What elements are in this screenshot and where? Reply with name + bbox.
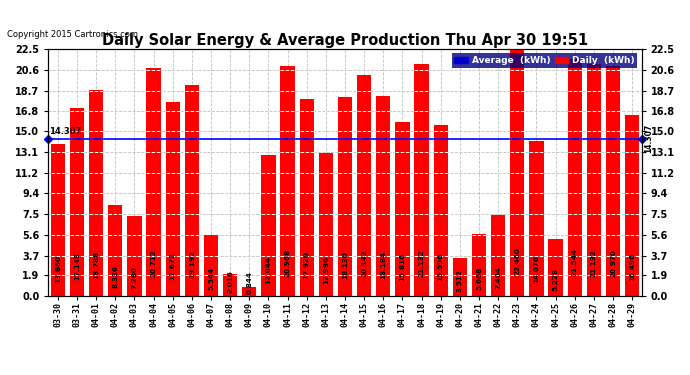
Bar [146,68,161,296]
Text: 5.668: 5.668 [476,267,482,290]
Bar [357,75,371,296]
Text: 15.816: 15.816 [400,253,406,281]
Bar [376,96,391,296]
Bar [625,115,640,296]
Text: 21.544: 21.544 [572,248,578,276]
Bar [510,49,524,296]
Text: 13.860: 13.860 [55,255,61,283]
Text: 17.920: 17.920 [304,252,310,279]
Text: 18.130: 18.130 [342,251,348,279]
Text: 20.970: 20.970 [610,249,616,277]
Text: 14.307: 14.307 [49,127,81,136]
Bar [395,122,410,296]
Text: 14.076: 14.076 [533,255,540,283]
Bar [89,90,104,296]
Text: 14.307: 14.307 [644,124,653,153]
Bar [262,155,275,296]
Bar [185,85,199,296]
Text: Copyright 2015 Cartronics.com: Copyright 2015 Cartronics.com [7,30,138,39]
Text: 2.016: 2.016 [227,270,233,293]
Title: Daily Solar Energy & Average Production Thu Apr 30 19:51: Daily Solar Energy & Average Production … [102,33,588,48]
Bar [127,216,141,296]
Text: 5.544: 5.544 [208,267,214,290]
Text: 17.148: 17.148 [74,252,80,280]
Text: 3.512: 3.512 [457,269,463,292]
Bar [338,97,352,296]
Text: 20.968: 20.968 [284,249,290,277]
Text: 12.996: 12.996 [323,256,329,284]
Bar [319,153,333,296]
Text: 16.496: 16.496 [629,252,635,280]
Bar [433,125,448,296]
Text: 12.844: 12.844 [266,256,271,284]
Bar [549,239,563,296]
Bar [586,64,601,296]
Bar [50,144,65,296]
Bar [453,258,467,296]
Bar [568,59,582,296]
Text: 7.404: 7.404 [495,266,501,289]
Bar [280,66,295,296]
Text: 20.712: 20.712 [150,249,157,277]
Text: 21.132: 21.132 [591,249,597,276]
Bar [491,215,505,296]
Text: 18.184: 18.184 [380,251,386,279]
Bar [108,204,123,296]
Bar [166,102,180,296]
Bar [472,234,486,296]
Text: 18.788: 18.788 [93,251,99,279]
Text: 19.192: 19.192 [189,250,195,278]
Text: 0.844: 0.844 [246,272,253,294]
Bar [415,64,428,296]
Text: 22.460: 22.460 [514,248,520,275]
Text: 7.280: 7.280 [131,266,137,289]
Bar [299,99,314,296]
Text: 17.672: 17.672 [170,252,176,280]
Bar [223,274,237,296]
Text: 21.132: 21.132 [419,249,424,276]
Legend: Average  (kWh), Daily  (kWh): Average (kWh), Daily (kWh) [452,53,637,68]
Text: 5.228: 5.228 [553,267,559,291]
Text: 8.336: 8.336 [112,265,118,288]
Bar [529,141,544,296]
Text: 15.596: 15.596 [437,253,444,281]
Bar [70,108,84,296]
Text: 20.142: 20.142 [361,250,367,278]
Bar [204,235,218,296]
Bar [242,287,257,296]
Bar [606,66,620,296]
